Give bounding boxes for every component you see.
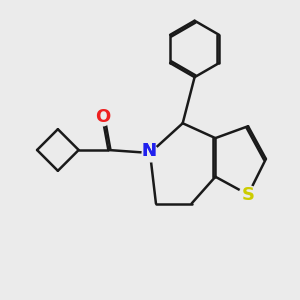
Text: S: S: [242, 186, 255, 204]
Text: N: N: [141, 142, 156, 160]
Text: O: O: [95, 108, 110, 126]
Text: N: N: [141, 142, 156, 160]
